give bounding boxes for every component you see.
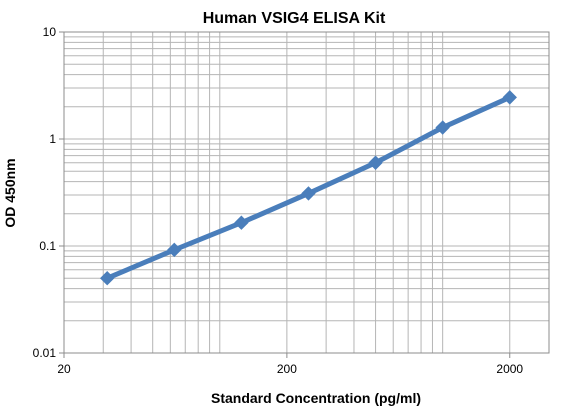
y-tick-label: 0.1 <box>39 239 56 253</box>
x-axis-title: Standard Concentration (pg/ml) <box>211 390 421 406</box>
y-tick-label: 10 <box>43 25 57 39</box>
plot-area <box>63 31 550 354</box>
data-point-marker <box>368 155 383 170</box>
y-tick-label: 0.01 <box>33 346 57 360</box>
y-axis-ticks: 0.01 0.1 1 10 <box>33 25 64 360</box>
x-tick-label: 20 <box>57 362 71 376</box>
data-point-marker <box>167 242 182 258</box>
x-tick-label: 200 <box>277 362 297 376</box>
grid <box>63 32 550 354</box>
x-tick-label: 2000 <box>496 362 523 376</box>
series-group <box>99 90 517 286</box>
data-point-marker <box>502 90 517 105</box>
data-point-marker <box>435 120 450 135</box>
data-point-marker <box>99 271 115 286</box>
y-tick-label: 1 <box>49 132 56 146</box>
data-point-marker <box>234 215 249 230</box>
x-axis-ticks: 20 200 2000 <box>57 353 523 376</box>
y-axis-title: OD 450nm <box>2 158 18 227</box>
data-point-marker <box>301 186 316 201</box>
chart-title: Human VSIG4 ELISA Kit <box>203 10 386 27</box>
